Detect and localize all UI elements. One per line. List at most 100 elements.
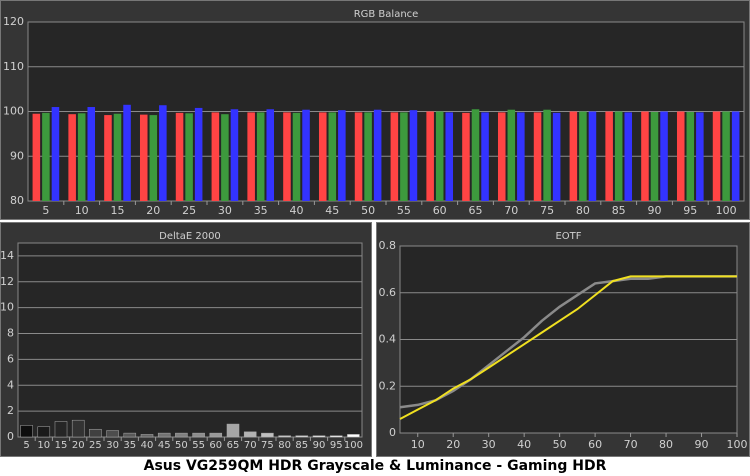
x-tick-label: 40 <box>141 440 154 451</box>
bar <box>445 112 454 201</box>
bar <box>373 109 382 201</box>
bar <box>32 113 41 201</box>
x-tick-label: 80 <box>576 204 590 217</box>
x-tick-label: 90 <box>648 204 662 217</box>
bar <box>660 111 668 201</box>
bar <box>51 107 60 201</box>
x-tick-label: 5 <box>23 440 29 451</box>
bar <box>569 111 578 201</box>
x-tick-label: 70 <box>504 204 518 217</box>
x-tick-label: 95 <box>683 204 697 217</box>
y-tick-label: 8 <box>7 327 14 340</box>
x-tick-label: 65 <box>469 204 483 217</box>
x-tick-label: 75 <box>261 440 274 451</box>
line <box>399 275 737 420</box>
bar <box>696 112 704 201</box>
x-tick-label: 80 <box>278 440 291 451</box>
bar <box>89 428 102 438</box>
x-tick-label: 55 <box>192 440 205 451</box>
bar <box>139 114 148 201</box>
bar <box>106 430 119 438</box>
x-tick-label: 50 <box>361 204 375 217</box>
bar <box>624 112 633 201</box>
bar <box>712 111 721 201</box>
bar <box>354 112 363 201</box>
x-tick-label: 85 <box>295 440 308 451</box>
bar <box>533 112 542 201</box>
chart-title: DeltaE 2000 <box>159 231 221 242</box>
bar <box>409 110 418 201</box>
bar <box>543 109 551 201</box>
x-tick-label: 30 <box>482 438 496 451</box>
x-tick-label: 100 <box>344 440 363 451</box>
y-tick-label: 4 <box>7 378 14 391</box>
bar <box>312 435 326 438</box>
bar <box>426 111 434 201</box>
bar <box>641 111 649 201</box>
bar <box>209 432 223 438</box>
chart-title: RGB Balance <box>354 9 419 20</box>
x-tick-label: 45 <box>325 204 339 217</box>
bar <box>347 434 360 438</box>
bar <box>185 113 193 201</box>
x-tick-label: 10 <box>37 440 50 451</box>
x-tick-label: 35 <box>254 204 268 217</box>
x-tick-label: 20 <box>146 204 160 217</box>
bar <box>318 112 327 201</box>
bar <box>194 107 203 201</box>
x-tick-label: 25 <box>182 204 196 217</box>
bar <box>579 111 587 201</box>
x-tick-label: 20 <box>446 438 460 451</box>
bar <box>686 111 695 201</box>
y-tick-label: 0.2 <box>379 379 397 392</box>
bar <box>329 435 343 438</box>
bar <box>87 107 96 201</box>
bar <box>230 109 239 201</box>
x-tick-label: 45 <box>158 440 171 451</box>
x-tick-label: 10 <box>411 438 425 451</box>
y-tick-label: 10 <box>0 301 14 314</box>
bar <box>676 111 685 201</box>
bar <box>226 423 240 438</box>
x-tick-label: 40 <box>290 204 304 217</box>
x-tick-label: 50 <box>175 440 188 451</box>
bar <box>192 432 205 438</box>
y-tick-label: 6 <box>7 352 14 365</box>
y-tick-label: 0 <box>389 426 396 439</box>
y-tick-label: 12 <box>0 275 14 288</box>
x-tick-label: 65 <box>227 440 240 451</box>
y-tick-label: 14 <box>0 249 14 262</box>
y-tick-label: 2 <box>7 404 14 417</box>
bar <box>71 419 85 438</box>
bar <box>497 112 506 201</box>
bar <box>338 110 346 201</box>
bar <box>295 435 309 438</box>
bar <box>302 109 310 201</box>
bar <box>123 104 131 201</box>
x-tick-label: 85 <box>612 204 626 217</box>
bar <box>328 112 337 201</box>
y-tick-label: 80 <box>10 194 24 207</box>
bar <box>481 112 489 201</box>
bar <box>149 115 158 201</box>
bar <box>157 432 171 438</box>
bar <box>123 432 137 438</box>
bar <box>588 111 597 201</box>
bar <box>283 112 291 201</box>
y-tick-label: 0 <box>7 430 14 443</box>
plot-area <box>17 242 363 438</box>
bar <box>605 111 613 201</box>
bar <box>68 114 76 201</box>
x-tick-label: 30 <box>218 204 232 217</box>
bar <box>261 432 274 438</box>
bar <box>435 111 444 201</box>
bar <box>42 112 50 201</box>
bar <box>247 112 255 201</box>
x-tick-label: 80 <box>659 438 673 451</box>
x-tick-label: 90 <box>695 438 709 451</box>
bar <box>104 115 112 201</box>
bar <box>364 112 372 201</box>
bar <box>175 112 184 201</box>
x-tick-label: 10 <box>75 204 89 217</box>
x-tick-label: 90 <box>313 440 326 451</box>
